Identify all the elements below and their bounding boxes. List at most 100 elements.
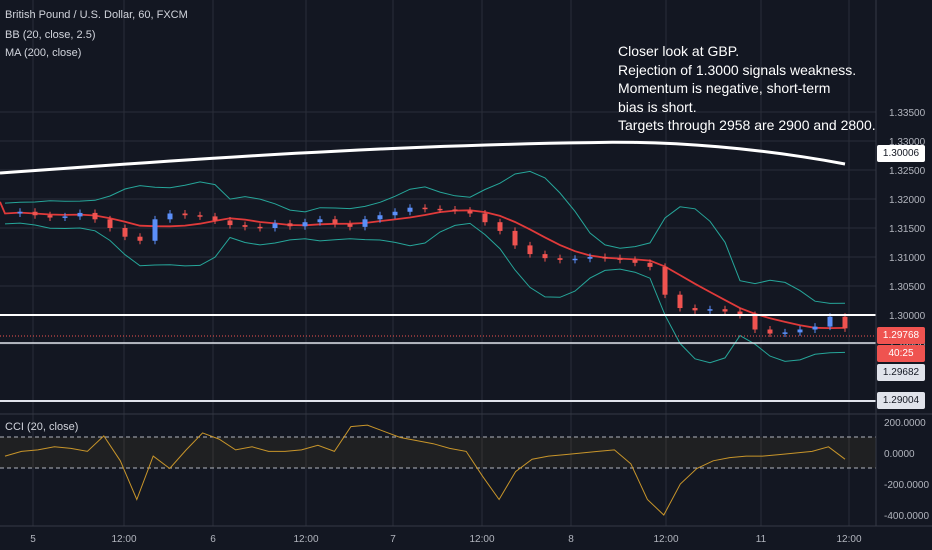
time-tick-label: 12:00 xyxy=(111,534,136,545)
time-tick-label: 11 xyxy=(756,534,767,545)
price-tick-label: 1.30000 xyxy=(889,311,926,322)
horizontal-levels xyxy=(0,314,876,402)
annotation-line-1: Closer look at GBP. xyxy=(618,43,740,59)
chart-title[interactable]: British Pound / U.S. Dollar, 60, FXCM xyxy=(5,9,188,21)
last-price-tag: 1.29768 xyxy=(877,327,925,344)
candle-body xyxy=(257,226,263,229)
candle-body xyxy=(407,207,413,212)
candle-body xyxy=(167,213,173,220)
cci-pane xyxy=(0,413,932,516)
candle-body xyxy=(302,222,308,227)
countdown-tag: 40:25 xyxy=(877,345,925,362)
ma-value-tag: 1.30006 xyxy=(877,145,925,162)
annotation-line-5: Targets through 2958 are 2900 and 2800. xyxy=(618,117,876,133)
price-tick-label: 1.31500 xyxy=(889,224,926,235)
grid-lines xyxy=(0,0,876,526)
candle-body xyxy=(812,326,818,330)
candle-body xyxy=(392,211,398,216)
time-tick-label: 8 xyxy=(568,534,574,545)
candle-body xyxy=(77,212,83,217)
level-tag-1-29004: 1.29004 xyxy=(877,392,925,409)
candle-body xyxy=(752,315,758,330)
price-tick-label: 1.31000 xyxy=(889,253,926,264)
cci-band xyxy=(0,437,876,468)
bb-indicator-label[interactable]: BB (20, close, 2.5) xyxy=(5,29,96,41)
time-tick-label: 7 xyxy=(390,534,396,545)
moving-average-200 xyxy=(0,140,846,175)
ma-indicator-label[interactable]: MA (200, close) xyxy=(5,47,82,59)
candle-body xyxy=(242,225,248,227)
time-axis[interactable]: 5 12:00 6 12:00 7 12:00 8 12:00 11 12:00 xyxy=(30,534,862,545)
candle-body xyxy=(572,258,578,261)
annotation-line-4: bias is short. xyxy=(618,98,697,115)
bollinger-upper-band xyxy=(4,170,846,304)
candle-body xyxy=(287,223,293,227)
time-tick-label: 12:00 xyxy=(293,534,318,545)
candle-body xyxy=(197,215,203,217)
candle-body xyxy=(602,257,608,259)
candle-body xyxy=(647,262,653,267)
cci-tick-label: -400.0000 xyxy=(884,511,929,522)
price-tick-label: 1.32000 xyxy=(889,195,926,206)
cci-axis[interactable]: 200.0000 0.0000 -200.0000 -400.0000 xyxy=(884,418,929,522)
annotation-note: Closer look at GBP. Rejection of 1.3000 … xyxy=(618,42,876,135)
cci-tick-label: 200.0000 xyxy=(884,418,926,429)
candle-body xyxy=(662,266,668,295)
candle-body xyxy=(152,219,158,241)
candle-body xyxy=(62,216,68,218)
candle-body xyxy=(512,230,518,246)
candle-body xyxy=(332,219,338,224)
cci-tick-label: 0.0000 xyxy=(884,449,915,460)
candle-body xyxy=(227,220,233,226)
candle-body xyxy=(437,208,443,211)
candle-body xyxy=(182,213,188,216)
candle-body xyxy=(617,258,623,260)
candle-body xyxy=(827,316,833,327)
price-tick-label: 1.33500 xyxy=(889,108,926,119)
time-tick-label: 12:00 xyxy=(469,534,494,545)
candle-body xyxy=(452,209,458,211)
candle-body xyxy=(347,223,353,227)
candle-body xyxy=(692,308,698,311)
candle-body xyxy=(47,215,53,218)
time-tick-label: 5 xyxy=(30,534,36,545)
candle-body xyxy=(137,236,143,241)
candle-body xyxy=(212,216,218,221)
candle-body xyxy=(422,207,428,210)
candle-body xyxy=(782,332,788,334)
axis-frame xyxy=(0,0,932,527)
candle-body xyxy=(482,213,488,223)
candle-body xyxy=(122,228,128,237)
price-tick-label: 1.30500 xyxy=(889,282,926,293)
candle-body xyxy=(767,329,773,334)
candle-body xyxy=(677,294,683,309)
candle-body xyxy=(497,222,503,231)
level-tag-1-29682: 1.29682 xyxy=(877,364,925,381)
annotation-line-2: Rejection of 1.3000 signals weakness. xyxy=(618,61,857,78)
time-tick-label: 6 xyxy=(210,534,216,545)
bollinger-basis xyxy=(0,201,846,330)
candle-body xyxy=(362,219,368,227)
price-tick-label: 1.33000 xyxy=(889,137,926,148)
candle-body xyxy=(722,309,728,312)
candle-body xyxy=(32,211,38,216)
candle-body xyxy=(467,210,473,214)
candle-body xyxy=(797,329,803,333)
candle-body xyxy=(527,245,533,255)
candle-body xyxy=(557,258,563,260)
candle-body xyxy=(92,212,98,220)
candle-body xyxy=(377,215,383,220)
cci-tick-label: -200.0000 xyxy=(884,480,929,491)
candle-body xyxy=(842,316,848,329)
candle-body xyxy=(737,311,743,315)
time-tick-label: 12:00 xyxy=(653,534,678,545)
cci-indicator-label[interactable]: CCI (20, close) xyxy=(5,421,79,433)
candle-body xyxy=(587,257,593,259)
candle-body xyxy=(632,259,638,263)
candle-body xyxy=(542,254,548,259)
bollinger-lower-band xyxy=(4,222,846,364)
candle-body xyxy=(272,223,278,228)
candle-body xyxy=(107,219,113,228)
candle-body xyxy=(707,309,713,311)
